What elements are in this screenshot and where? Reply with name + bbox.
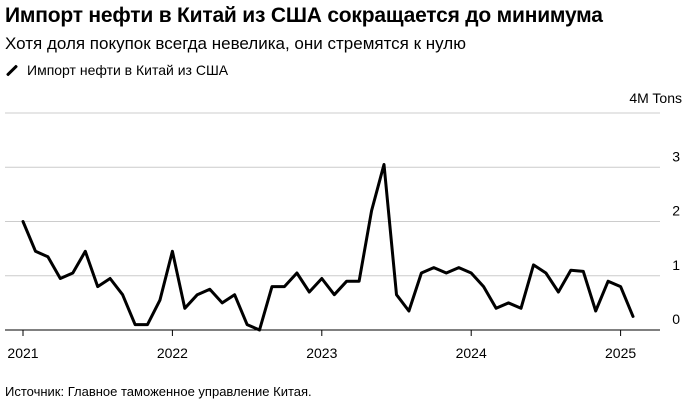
- chart-title: Импорт нефти в Китай из США сокращается …: [5, 4, 603, 27]
- source-note: Источник: Главное таможенное управление …: [5, 384, 312, 399]
- y-tick-label: 3: [672, 148, 680, 164]
- series-line-us-oil-imports: [21, 163, 635, 332]
- chart-subtitle: Хотя доля покупок всегда невелика, они с…: [5, 34, 466, 53]
- x-tick-label: 2022: [157, 345, 188, 361]
- x-tick-label: 2023: [306, 345, 337, 361]
- x-tick-label: 2024: [456, 345, 487, 361]
- y-tick-label: 1: [672, 257, 680, 273]
- y-tick-label: 0: [672, 311, 680, 327]
- legend: Импорт нефти в Китай из США: [5, 62, 228, 78]
- x-tick-label: 2021: [7, 345, 38, 361]
- x-tick-label: 2025: [605, 345, 636, 361]
- legend-label: Импорт нефти в Китай из США: [27, 62, 229, 78]
- y-tick-label: 4M Tons: [629, 90, 682, 106]
- y-tick-label: 2: [672, 203, 680, 219]
